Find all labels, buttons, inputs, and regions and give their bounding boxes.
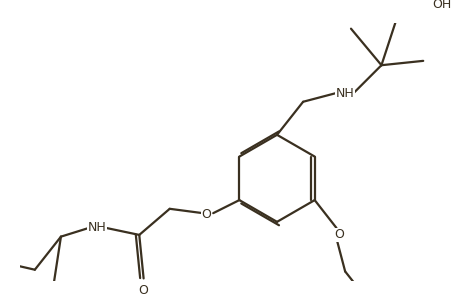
Text: OH: OH [432, 0, 451, 11]
Text: O: O [139, 284, 149, 296]
Text: NH: NH [88, 221, 107, 234]
Text: NH: NH [336, 86, 354, 99]
Text: O: O [334, 229, 344, 242]
Text: O: O [201, 208, 211, 221]
